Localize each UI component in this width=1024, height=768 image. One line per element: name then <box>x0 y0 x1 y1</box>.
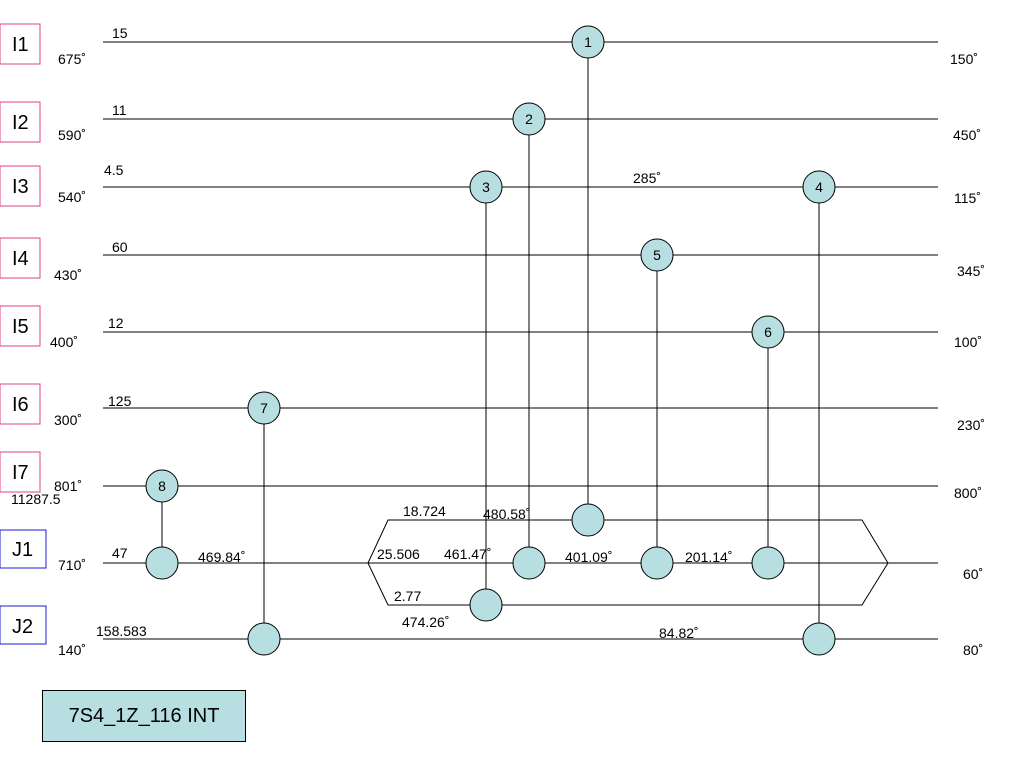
temp-j2-after-7: 84.82˚ <box>659 625 699 641</box>
outlet-temp-i7: 800˚ <box>954 485 982 501</box>
exchanger-7-label: 7 <box>260 400 268 416</box>
outlet-temp-j1: 60˚ <box>963 566 983 582</box>
outlet-temperatures: 150˚ 450˚ 115˚ 345˚ 100˚ 230˚ 800˚ 60˚ 8… <box>950 51 985 658</box>
stream-tag-i2: I2 <box>12 112 29 134</box>
exchanger-3-cold[interactable] <box>469 588 503 622</box>
temp-branch-mid-after-2: 461.47˚ <box>444 546 491 562</box>
exchanger-1-label: 1 <box>584 34 592 50</box>
exchanger-3-label: 3 <box>482 179 490 195</box>
stream-value-j1: 47 <box>112 545 128 561</box>
inlet-temp-j2: 140˚ <box>58 642 86 658</box>
stream-tag-box-i6 <box>0 383 41 425</box>
stream-value-i3: 4.5 <box>104 162 124 178</box>
exchanger-1-hot[interactable] <box>571 25 605 59</box>
inlet-temp-i4: 430˚ <box>54 267 82 283</box>
stream-tag-i1: I1 <box>12 34 29 56</box>
outlet-temp-i6: 230˚ <box>957 417 985 433</box>
exchanger-5-label: 5 <box>653 247 661 263</box>
inlet-temp-i6: 300˚ <box>54 412 82 428</box>
stream-tag-box-i2 <box>0 101 41 143</box>
temp-branch-mid-after-5: 401.09˚ <box>565 549 612 565</box>
stream-value-i1: 15 <box>112 25 128 41</box>
inlet-temp-j1: 710˚ <box>58 557 86 573</box>
stream-tags: I1 I2 I3 I4 I5 I6 I7 J1 J2 <box>0 23 47 645</box>
match-lines <box>161 42 820 639</box>
stream-value-i5: 12 <box>108 315 124 331</box>
stream-values: 15 11 4.5 60 12 125 11287.5 47 158.583 <box>11 25 147 639</box>
exchanger-5-cold[interactable] <box>640 546 674 580</box>
stream-tag-box-i5 <box>0 305 41 347</box>
exchanger-1-cold[interactable] <box>571 503 605 537</box>
stream-value-i6: 125 <box>108 393 132 409</box>
branch-middle-flow: 25.506 <box>377 546 420 562</box>
exchanger-6-label: 6 <box>764 324 772 340</box>
stream-tag-box-i1 <box>0 23 41 65</box>
stream-tag-i3: I3 <box>12 176 29 198</box>
intermediate-labels: 18.724 25.506 2.77 285˚ 469.84˚ 480.58˚ … <box>198 170 732 641</box>
exchanger-3-hot[interactable] <box>469 170 503 204</box>
temp-i3-mid: 285˚ <box>633 170 661 186</box>
stream-tag-box-i7 <box>0 451 41 493</box>
branch-top-line <box>367 519 889 564</box>
outlet-temp-i5: 100˚ <box>954 334 982 350</box>
exchanger-7-cold[interactable] <box>247 622 281 656</box>
stream-tag-i6: I6 <box>12 394 29 416</box>
stream-tag-i4: I4 <box>12 248 29 270</box>
outlet-temp-i2: 450˚ <box>953 127 981 143</box>
stream-lines <box>103 41 938 640</box>
stream-tag-box-i3 <box>0 165 41 207</box>
exchanger-6-hot[interactable] <box>751 315 785 349</box>
stream-value-i7: 11287.5 <box>11 491 61 507</box>
temp-j1-after-8: 469.84˚ <box>198 549 245 565</box>
stream-tag-i5: I5 <box>12 316 29 338</box>
outlet-temp-i3: 115˚ <box>954 190 981 206</box>
outlet-temp-i4: 345˚ <box>957 263 985 279</box>
stream-value-j2: 158.583 <box>96 623 147 639</box>
branch-bottom-flow: 2.77 <box>394 588 421 604</box>
stream-tag-j2: J2 <box>12 616 33 638</box>
inlet-temperatures: 675˚ 590˚ 540˚ 430˚ 400˚ 300˚ 801˚ 710˚ … <box>50 51 86 658</box>
branch-bottom-line <box>367 562 889 606</box>
temp-branch-top-after-1: 480.58˚ <box>483 506 530 522</box>
diagram-title-box: 7S4_1Z_116 INT <box>42 690 246 742</box>
exchanger-7-hot[interactable] <box>247 391 281 425</box>
exchangers: 1 2 3 4 5 6 7 8 <box>145 25 836 656</box>
exchanger-8-hot[interactable] <box>145 469 179 503</box>
stream-tag-box-j1 <box>0 529 47 569</box>
stream-tag-box-j2 <box>0 605 47 645</box>
stream-tag-j1: J1 <box>12 539 33 561</box>
inlet-temp-i5: 400˚ <box>50 334 78 350</box>
inlet-temp-i1: 675˚ <box>58 51 86 67</box>
temp-branch-bottom-after-3: 474.26˚ <box>402 614 449 630</box>
outlet-temp-j2: 80˚ <box>963 642 983 658</box>
exchanger-8-label: 8 <box>158 478 166 494</box>
exchanger-4-cold[interactable] <box>802 622 836 656</box>
exchanger-2-label: 2 <box>525 111 533 127</box>
exchanger-2-cold[interactable] <box>512 546 546 580</box>
exchanger-4-label: 4 <box>815 179 823 195</box>
inlet-temp-i2: 590˚ <box>58 127 86 143</box>
inlet-temp-i3: 540˚ <box>58 189 86 205</box>
exchanger-2-hot[interactable] <box>512 102 546 136</box>
inlet-temp-i7: 801˚ <box>54 478 82 494</box>
exchanger-4-hot[interactable] <box>802 170 836 204</box>
temp-branch-mid-after-6: 201.14˚ <box>685 549 732 565</box>
outlet-temp-i1: 150˚ <box>950 51 978 67</box>
exchanger-5-hot[interactable] <box>640 238 674 272</box>
exchanger-6-cold[interactable] <box>751 546 785 580</box>
stream-value-i2: 11 <box>112 102 127 118</box>
stream-tag-i7: I7 <box>12 462 29 484</box>
branch-top-flow: 18.724 <box>403 503 446 519</box>
exchanger-8-cold[interactable] <box>145 546 179 580</box>
stream-tag-box-i4 <box>0 237 41 279</box>
stream-value-i4: 60 <box>112 239 128 255</box>
